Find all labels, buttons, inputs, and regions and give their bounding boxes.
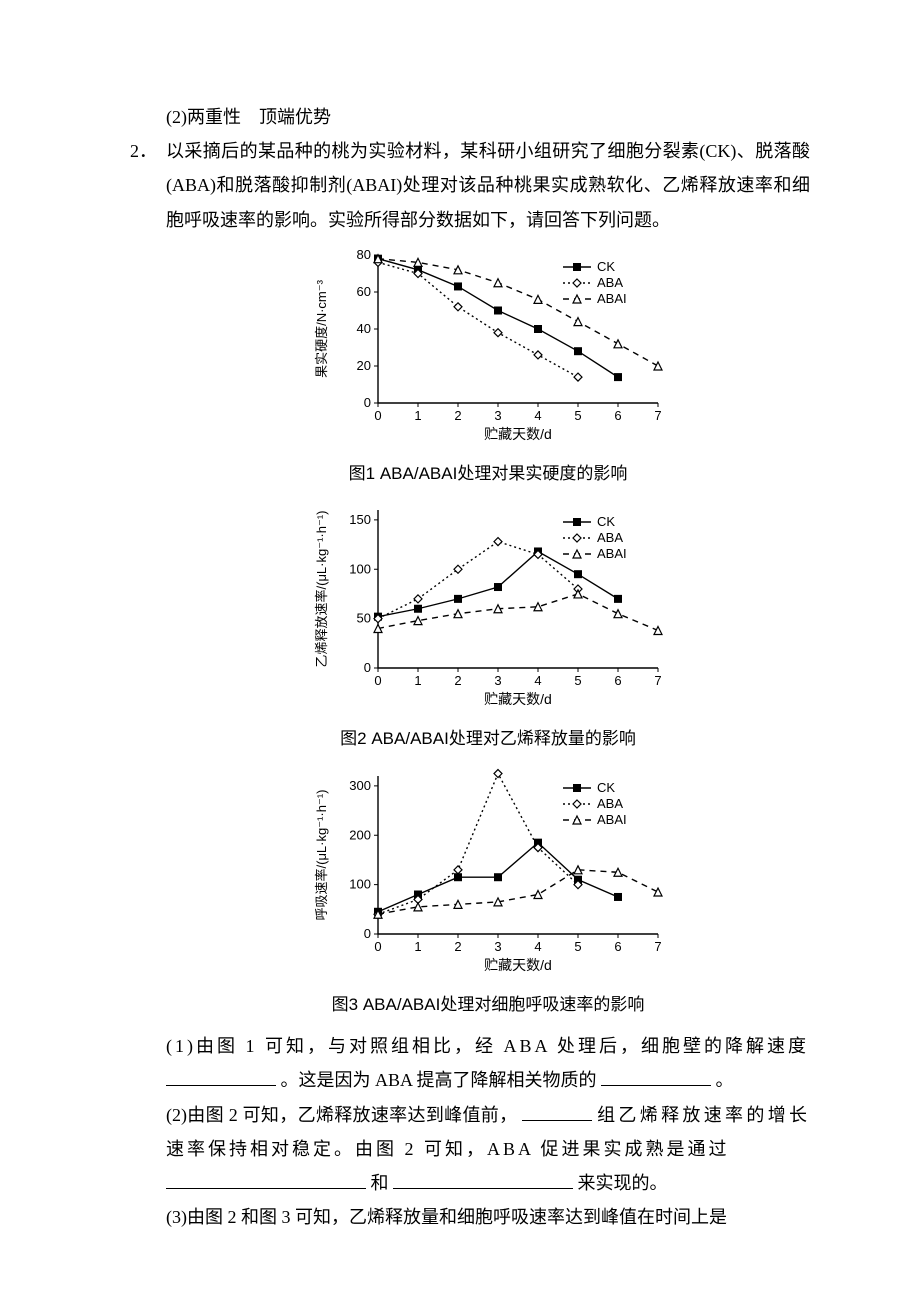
svg-text:5: 5 [574, 408, 581, 423]
svg-text:ABAI: ABAI [597, 546, 627, 561]
svg-text:0: 0 [364, 926, 371, 941]
svg-text:50: 50 [357, 611, 371, 626]
figure-2-caption: 图2 ABA/ABAI处理对乙烯释放量的影响 [166, 723, 810, 755]
figure-3-chart: 0 100 200 300 0 1 2 3 4 5 6 7 贮藏天数/d 呼吸速率/(μL·kg⁻¹·h⁻… [308, 764, 668, 974]
svg-text:7: 7 [654, 939, 661, 954]
svg-text:CK: CK [597, 514, 615, 529]
svg-text:200: 200 [349, 827, 371, 842]
svg-text:1: 1 [414, 939, 421, 954]
question-2-body: 以采摘后的某品种的桃为实验材料，某科研小组研究了细胞分裂素(CK)、脱落酸(AB… [166, 134, 810, 1234]
figure-3-wrap: 0 100 200 300 0 1 2 3 4 5 6 7 贮藏天数/d 呼吸速率/(μL·kg⁻¹·h⁻… [166, 764, 810, 985]
svg-text:1: 1 [414, 673, 421, 688]
blank-4 [166, 1170, 366, 1189]
svg-text:0: 0 [374, 939, 381, 954]
svg-text:果实硬度/N·cm⁻³: 果实硬度/N·cm⁻³ [314, 279, 329, 378]
prev-answer-2-text: (2)两重性 顶端优势 [166, 107, 331, 127]
figure-1-chart: 0 20 40 60 80 0 1 2 3 4 5 6 7 贮藏天数/d 果实硬度/N·cm⁻³ CKABAA… [308, 243, 668, 443]
question-2-sub1-line2: 。这是因为 ABA 提高了降解相关物质的 。 [166, 1063, 810, 1097]
svg-text:6: 6 [614, 939, 621, 954]
question-2-sub1: (1)由图 1 可知，与对照组相比，经 ABA 处理后，细胞壁的降解速度 [166, 1029, 810, 1063]
page: (2)两重性 顶端优势 2． 以采摘后的某品种的桃为实验材料，某科研小组研究了细… [0, 0, 920, 1314]
svg-text:0: 0 [374, 408, 381, 423]
q2-3-a: (3)由图 2 和图 3 可知，乙烯释放量和细胞呼吸速率达到峰值在时间上是 [166, 1207, 727, 1227]
svg-text:5: 5 [574, 939, 581, 954]
svg-text:4: 4 [534, 673, 541, 688]
figure-1-caption: 图1 ABA/ABAI处理对果实硬度的影响 [166, 458, 810, 490]
svg-text:20: 20 [357, 358, 371, 373]
svg-text:贮藏天数/d: 贮藏天数/d [484, 426, 552, 442]
blank-3 [522, 1102, 592, 1121]
svg-text:ABAI: ABAI [597, 291, 627, 306]
question-2-sub2-line2: 和 来实现的。 [166, 1166, 810, 1200]
figure-2-chart: 0 50 100 150 0 1 2 3 4 5 6 7 贮藏天数/d 乙烯释放速率/(μL·kg⁻¹·h… [308, 498, 668, 708]
prev-answer-2: (2)两重性 顶端优势 [130, 100, 810, 134]
q2-2-c: 和 [371, 1173, 389, 1193]
q2-2-d: 来实现的。 [578, 1173, 668, 1193]
svg-text:80: 80 [357, 247, 371, 262]
svg-text:2: 2 [454, 408, 461, 423]
svg-text:0: 0 [374, 673, 381, 688]
figure-3-caption: 图3 ABA/ABAI处理对细胞呼吸速率的影响 [166, 989, 810, 1021]
svg-text:呼吸速率/(μL·kg⁻¹·h⁻¹): 呼吸速率/(μL·kg⁻¹·h⁻¹) [314, 789, 329, 920]
svg-text:5: 5 [574, 673, 581, 688]
svg-text:0: 0 [364, 395, 371, 410]
svg-text:7: 7 [654, 673, 661, 688]
question-2-sub2: (2)由图 2 可知，乙烯释放速率达到峰值前， 组乙烯释放速率的增长速率保持相对… [166, 1098, 810, 1166]
svg-text:40: 40 [357, 321, 371, 336]
q2-1-c: 。 [716, 1070, 734, 1090]
question-2-number: 2． [130, 134, 166, 1234]
question-2-sub3: (3)由图 2 和图 3 可知，乙烯释放量和细胞呼吸速率达到峰值在时间上是 [166, 1200, 810, 1234]
svg-text:ABA: ABA [597, 796, 623, 811]
svg-text:2: 2 [454, 673, 461, 688]
svg-text:ABA: ABA [597, 275, 623, 290]
svg-text:150: 150 [349, 512, 371, 527]
question-2-stem: 以采摘后的某品种的桃为实验材料，某科研小组研究了细胞分裂素(CK)、脱落酸(AB… [166, 141, 810, 229]
svg-text:300: 300 [349, 778, 371, 793]
svg-text:0: 0 [364, 660, 371, 675]
svg-text:4: 4 [534, 408, 541, 423]
svg-text:ABA: ABA [597, 530, 623, 545]
svg-text:乙烯释放速率/(μL·kg⁻¹·h⁻¹): 乙烯释放速率/(μL·kg⁻¹·h⁻¹) [314, 511, 329, 668]
svg-text:6: 6 [614, 673, 621, 688]
svg-text:100: 100 [349, 561, 371, 576]
svg-text:CK: CK [597, 259, 615, 274]
svg-text:贮藏天数/d: 贮藏天数/d [484, 691, 552, 707]
svg-text:3: 3 [494, 408, 501, 423]
question-2: 2． 以采摘后的某品种的桃为实验材料，某科研小组研究了细胞分裂素(CK)、脱落酸… [130, 134, 810, 1234]
svg-text:4: 4 [534, 939, 541, 954]
blank-1 [166, 1067, 276, 1086]
svg-text:7: 7 [654, 408, 661, 423]
figure-1-wrap: 0 20 40 60 80 0 1 2 3 4 5 6 7 贮藏天数/d 果实硬度/N·cm⁻³ CKABAA… [166, 243, 810, 454]
svg-text:3: 3 [494, 939, 501, 954]
svg-text:贮藏天数/d: 贮藏天数/d [484, 957, 552, 973]
blank-2 [601, 1067, 711, 1086]
q2-1-b: 。这是因为 ABA 提高了降解相关物质的 [281, 1070, 597, 1090]
svg-text:CK: CK [597, 780, 615, 795]
blank-5 [393, 1170, 573, 1189]
svg-text:6: 6 [614, 408, 621, 423]
figure-2-wrap: 0 50 100 150 0 1 2 3 4 5 6 7 贮藏天数/d 乙烯释放速率/(μL·kg⁻¹·h… [166, 498, 810, 719]
svg-text:ABAI: ABAI [597, 812, 627, 827]
q2-1-a: (1)由图 1 可知，与对照组相比，经 ABA 处理后，细胞壁的降解速度 [166, 1036, 809, 1056]
svg-text:1: 1 [414, 408, 421, 423]
svg-text:60: 60 [357, 284, 371, 299]
q2-2-a: (2)由图 2 可知，乙烯释放速率达到峰值前， [166, 1105, 517, 1125]
svg-text:3: 3 [494, 673, 501, 688]
svg-text:2: 2 [454, 939, 461, 954]
svg-text:100: 100 [349, 876, 371, 891]
